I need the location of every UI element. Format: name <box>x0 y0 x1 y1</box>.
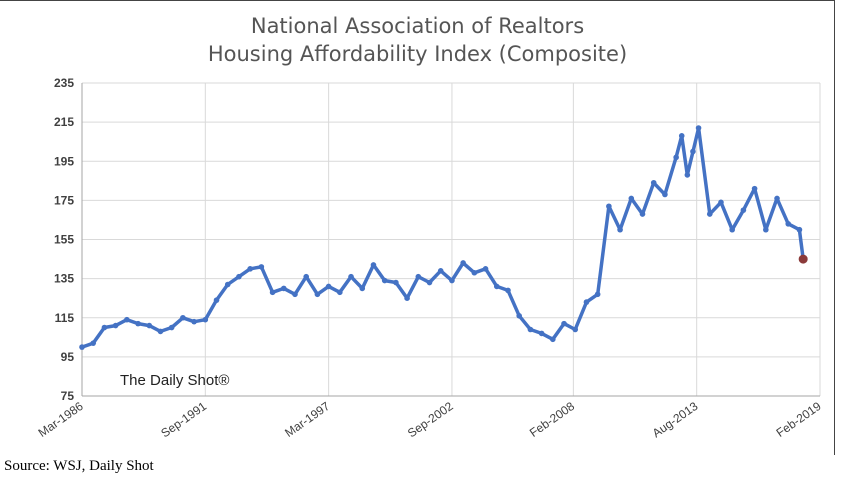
data-point <box>337 289 343 296</box>
data-point <box>101 324 108 331</box>
data-point <box>325 283 332 290</box>
y-tick-label: 175 <box>54 193 74 207</box>
data-point <box>157 328 164 335</box>
data-point <box>690 148 696 155</box>
data-point <box>650 179 657 186</box>
data-point <box>404 295 410 301</box>
data-point <box>785 221 792 227</box>
data-point <box>662 191 668 198</box>
data-point <box>426 279 433 286</box>
data-point <box>617 226 623 233</box>
last-data-point <box>798 254 808 264</box>
data-point <box>449 277 455 284</box>
y-tick-label: 195 <box>54 154 74 168</box>
data-point <box>79 344 85 350</box>
data-point <box>471 269 478 276</box>
x-tick-label: Feb-2019 <box>774 399 824 440</box>
chart-title: National Association of Realtors Housing… <box>0 12 835 68</box>
data-point <box>493 283 500 290</box>
data-point <box>224 281 231 288</box>
data-point <box>314 291 321 298</box>
data-point <box>505 287 511 294</box>
data-point <box>90 340 97 346</box>
y-tick-label: 95 <box>61 350 75 364</box>
source-note: Source: WSJ, Daily Shot <box>4 458 154 474</box>
x-tick-label: Sep-1991 <box>158 399 209 441</box>
axes <box>81 83 820 397</box>
data-point <box>561 320 567 327</box>
data-point <box>202 316 209 323</box>
data-point <box>729 226 735 233</box>
data-point <box>796 226 803 233</box>
data-point <box>673 154 679 161</box>
data-point <box>550 336 556 343</box>
data-point <box>482 266 489 272</box>
data-point <box>393 279 399 286</box>
data-point <box>359 285 366 292</box>
data-point <box>168 324 175 331</box>
data-point <box>370 262 377 268</box>
data-point <box>527 326 534 333</box>
data-point <box>572 326 579 333</box>
data-point <box>594 291 601 298</box>
data-point <box>348 273 354 280</box>
y-tick-label: 155 <box>54 233 74 247</box>
data-point <box>381 277 388 284</box>
chart-title-line-2: Housing Affordability Index (Composite) <box>207 42 628 66</box>
data-point <box>135 320 141 327</box>
data-point <box>247 266 253 272</box>
data-point <box>191 318 197 325</box>
y-tick-labels: 75 95 115 135 155 175 195 215 235 <box>54 76 74 403</box>
x-tick-label: Feb-2008 <box>527 399 577 440</box>
data-point <box>180 314 186 321</box>
y-tick-label: 235 <box>54 76 74 90</box>
data-point <box>684 172 691 178</box>
data-point <box>213 297 220 303</box>
data-point <box>763 226 769 233</box>
chart-frame <box>0 0 835 455</box>
data-point <box>751 185 758 192</box>
data-point <box>124 316 130 323</box>
series-line <box>79 125 808 350</box>
data-point <box>258 264 265 270</box>
data-point <box>516 312 522 319</box>
data-point <box>695 125 702 131</box>
data-point <box>280 285 287 292</box>
data-point <box>678 133 685 139</box>
data-point <box>269 289 276 296</box>
data-point <box>303 273 310 280</box>
data-point <box>718 199 724 206</box>
data-point <box>639 211 646 217</box>
data-point <box>740 207 747 213</box>
x-tick-label: Mar-1986 <box>36 399 86 440</box>
x-tick-label: Mar-1997 <box>282 399 332 440</box>
watermark-text: The Daily Shot® <box>120 372 229 389</box>
y-tick-label: 115 <box>55 311 75 325</box>
data-point <box>112 322 119 329</box>
data-point <box>606 203 612 210</box>
y-tick-label: 75 <box>61 389 75 403</box>
data-point <box>706 211 713 217</box>
chart-title-line-1: National Association of Realtors <box>250 14 585 38</box>
x-tick-label: Sep-2002 <box>405 399 456 441</box>
data-point <box>583 299 590 305</box>
series-path <box>80 126 805 349</box>
data-point <box>236 273 242 280</box>
data-point <box>437 268 444 274</box>
y-tick-label: 135 <box>54 272 74 286</box>
data-point <box>292 291 298 298</box>
x-tick-labels: Mar-1986 Sep-1991 Mar-1997 Sep-2002 Feb-2008… <box>36 399 824 441</box>
data-point <box>146 322 153 329</box>
data-point <box>628 195 635 202</box>
data-point <box>538 330 545 337</box>
x-tick-label: Aug-2013 <box>650 399 701 441</box>
grid-lines <box>81 82 821 397</box>
data-point <box>460 260 466 266</box>
data-point <box>774 195 780 202</box>
y-tick-label: 215 <box>54 115 74 129</box>
data-point <box>415 273 422 280</box>
